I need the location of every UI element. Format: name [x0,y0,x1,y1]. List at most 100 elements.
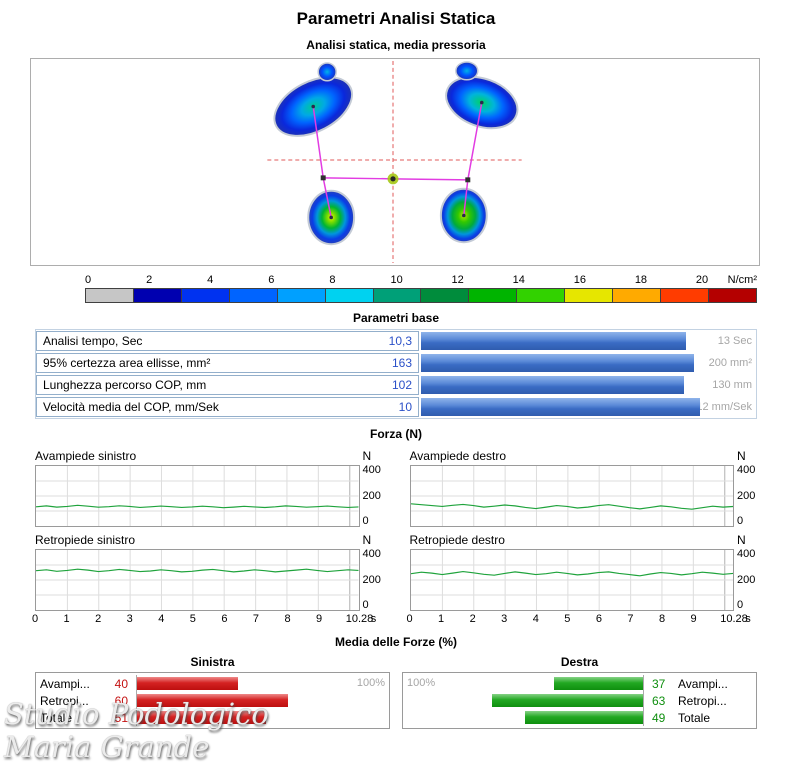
bar-value: 49 [652,710,666,725]
x-tick: 2 [95,613,102,625]
scale-unit-label: N/cm² [727,274,757,286]
force-chart-panel: Avampiede destro N 400 200 0 [409,449,763,527]
right-forefoot-blob [445,61,519,130]
scale-tick: 10 [390,274,403,286]
bar-track [403,709,644,726]
chart-y-axis: 400 200 0 [360,465,388,527]
bar-value: 40 [114,676,128,691]
force-line-chart [35,549,360,611]
force-line-chart [409,465,734,527]
y-tick: 0 [737,515,744,527]
param-value: 102 [391,378,412,392]
x-unit-label: s [745,613,751,625]
param-max-label: 13 Sec [717,335,752,347]
scale-tick: 20 [695,274,709,286]
x-tick: 5 [564,613,571,625]
sinistra-panel: 100% Avampi... 40 Retropi... 60 Totale 5… [35,672,390,729]
param-value: 163 [391,356,412,370]
red-bar [137,711,266,724]
x-tick: 8 [284,613,291,625]
chart-unit-label: N [737,533,746,547]
x-tick: 8 [658,613,666,625]
x-tick: 1 [438,613,445,625]
scale-tick: 14 [512,274,525,286]
chart-title: Retropiede sinistro [35,533,136,547]
param-bar-track: 12 mm/Sek [421,397,756,417]
force-charts-grid: Avampiede sinistro N 400 200 0 Avampiede… [31,443,763,627]
parametri-base-heading: Parametri base [352,311,440,325]
list-item: Retropi... 60 [36,692,389,709]
chart-unit-label: N [362,449,372,463]
scale-segment [421,289,470,302]
chart-title: Avampiede sinistro [35,449,137,463]
param-label: Lunghezza percorso COP, mm [43,378,207,392]
y-tick: 200 [737,573,756,586]
bar-value: 63 [652,693,666,708]
y-tick: 400 [362,548,381,560]
scale-segment [517,289,566,302]
bar-label: Totale [678,710,711,725]
color-scale-bar [85,288,757,303]
table-row: 95% certezza area ellisse, mm² 163 200 m… [36,352,756,374]
x-tick: 1 [63,613,70,625]
color-scale-ticks: N/cm² 0 2 4 6 8 10 12 14 16 18 20 [85,274,757,287]
bar-label: Avampi... [678,676,728,691]
scale-segment [229,289,278,302]
pressure-map-panel [30,58,760,266]
x-tick: 0 [406,613,413,625]
force-x-axis: s 0 1 2 3 4 5 6 7 8 9 10.28 [406,612,750,627]
bar-track [136,692,389,709]
scale-segment [181,289,230,302]
param-bar-track: 130 mm [421,375,756,395]
x-tick: 4 [532,613,539,625]
scale-segment [708,289,756,302]
param-max-label: 12 mm/Sek [696,401,752,413]
scale-tick: 12 [451,274,464,286]
list-item: 37 Avampi... [403,675,756,692]
scale-tick: 6 [268,274,275,286]
y-tick: 400 [737,548,756,560]
y-tick: 400 [737,464,756,476]
list-item: 63 Retropi... [403,692,756,709]
green-bar [491,694,643,707]
forza-heading: Forza (N) [370,427,422,441]
bar-value: 37 [652,676,666,691]
bar-track [136,709,389,726]
parametri-base-table: Analisi tempo, Sec 10,3 13 Sec 95% certe… [35,329,757,419]
force-line-chart [35,465,360,527]
scale-segment [469,289,518,302]
param-bar-track: 200 mm² [421,353,756,373]
param-bar-track: 13 Sec [421,331,756,351]
y-tick: 0 [737,599,744,611]
chart-title: Avampiede destro [409,449,507,463]
list-item: Avampi... 40 [36,675,389,692]
x-tick: 10.28 [345,613,374,625]
param-label: Velocità media del COP, mm/Sek [43,400,219,414]
media-forze-panels: 100% Avampi... 40 Retropi... 60 Totale 5… [35,672,757,729]
scale-tick: 0 [85,274,92,286]
scale-segment [86,289,134,302]
bar-track [136,675,389,692]
destra-panel: 100% 37 Avampi... 63 Retropi... 49 Total… [402,672,757,729]
x-tick: 9 [316,613,323,625]
scale-segment [133,289,182,302]
x-tick: 2 [469,613,476,625]
x-tick: 9 [690,613,697,625]
x-tick: 4 [158,613,165,625]
scale-segment [661,289,709,302]
param-bar [421,398,701,416]
scale-tick: 2 [146,274,153,286]
param-max-label: 200 mm² [708,357,752,369]
y-tick: 200 [362,573,381,586]
sinistra-title: Sinistra [190,655,235,669]
x-tick: 5 [189,613,196,625]
force-x-axis: s 0 1 2 3 4 5 6 7 8 9 10.28 [31,612,376,627]
green-bar [554,677,643,690]
list-item: Totale 51 [36,709,389,726]
chart-unit-label: N [362,533,372,547]
force-chart-panel: Retropiede sinistro N 400 200 0 s 0 1 2 3 4 5… [31,533,388,627]
x-tick: 0 [31,613,39,625]
watermark-line2: Maria Grande [4,730,210,764]
x-tick: 10.28 [720,613,748,625]
table-row: Analisi tempo, Sec 10,3 13 Sec [36,330,756,352]
